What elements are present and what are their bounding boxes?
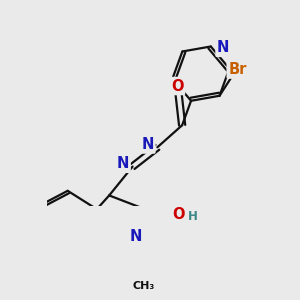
Text: H: H bbox=[188, 210, 198, 223]
Text: N: N bbox=[129, 229, 142, 244]
Text: O: O bbox=[172, 207, 184, 222]
Text: N: N bbox=[142, 137, 154, 152]
Text: N: N bbox=[117, 156, 129, 171]
Text: Br: Br bbox=[228, 62, 247, 77]
Text: O: O bbox=[171, 79, 184, 94]
Text: CH₃: CH₃ bbox=[133, 280, 155, 291]
Text: N: N bbox=[217, 40, 230, 56]
